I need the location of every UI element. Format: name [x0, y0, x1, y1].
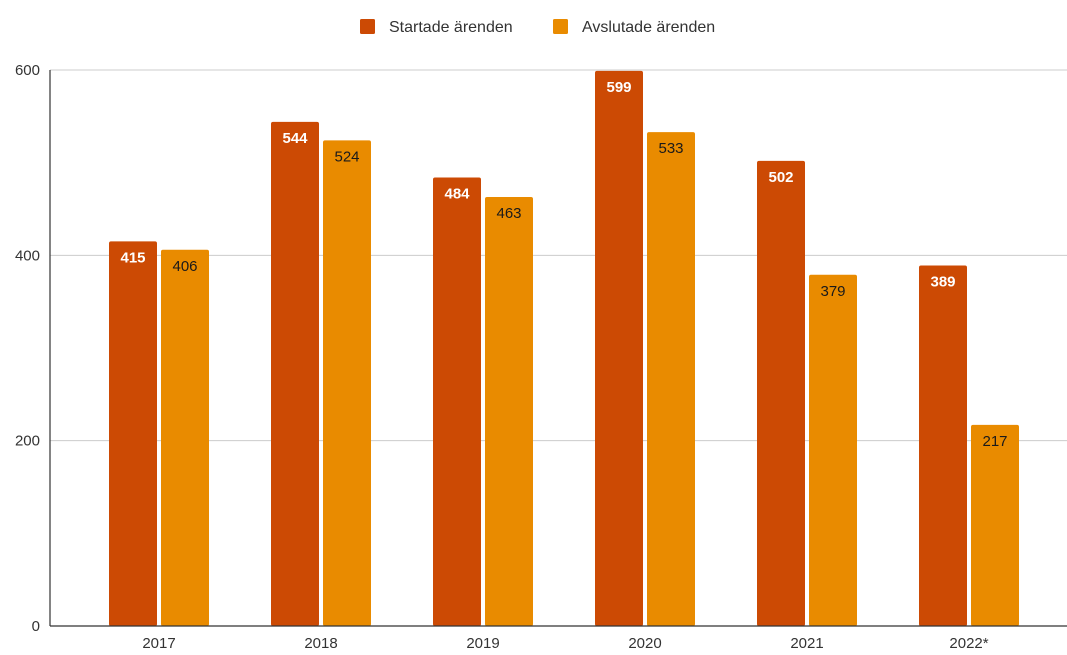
data-label: 599: [606, 79, 631, 96]
bar: [161, 249, 209, 627]
x-tick-label: 2019: [466, 635, 499, 650]
data-label: 502: [768, 169, 793, 186]
x-tick-label: 2018: [304, 635, 337, 650]
legend-swatch: [360, 19, 375, 34]
data-labels: 415 406 544 524 484 463 599 533 502 379 389 217: [120, 79, 1007, 450]
data-label: 389: [930, 274, 955, 291]
legend-swatch: [553, 19, 568, 34]
y-tick-label: 600: [15, 62, 40, 79]
legend: Startade ärenden Avslutade ärenden: [360, 19, 715, 36]
legend-item: Startade ärenden: [360, 19, 513, 36]
x-axis: 2017 2018 2019 2020 2021 2022*: [50, 625, 1067, 652]
bar: [595, 70, 643, 627]
data-label: 484: [444, 185, 470, 202]
data-label: 415: [120, 249, 145, 266]
x-tick-label: 2020: [628, 635, 661, 650]
data-label: 379: [820, 283, 845, 300]
bar: [109, 241, 157, 626]
bar: [485, 196, 533, 626]
data-label: 533: [658, 140, 683, 157]
x-tick-label: 2017: [142, 635, 175, 650]
bar: [323, 140, 371, 626]
legend-label: Avslutade ärenden: [582, 19, 715, 36]
data-label: 406: [172, 258, 197, 275]
bar: [433, 177, 481, 626]
bar: [971, 424, 1019, 626]
bar: [647, 132, 695, 626]
gridlines: [50, 69, 1067, 442]
legend-label: Startade ärenden: [389, 19, 513, 36]
y-tick-label: 200: [15, 433, 40, 450]
bar: [809, 274, 857, 626]
y-tick-label: 400: [15, 247, 40, 264]
bars: [109, 70, 1019, 627]
legend-item: Avslutade ärenden: [553, 19, 715, 36]
data-label: 544: [282, 130, 308, 147]
x-tick-label: 2021: [790, 635, 823, 650]
y-tick-label: 0: [32, 618, 40, 635]
data-label: 463: [496, 205, 521, 222]
bar: [919, 265, 967, 626]
x-tick-label: 2022*: [949, 635, 988, 650]
bar: [757, 160, 805, 626]
data-label: 524: [334, 148, 359, 165]
data-label: 217: [982, 433, 1007, 450]
bar: [271, 121, 319, 626]
y-axis: 0 200 400 600: [15, 62, 51, 635]
